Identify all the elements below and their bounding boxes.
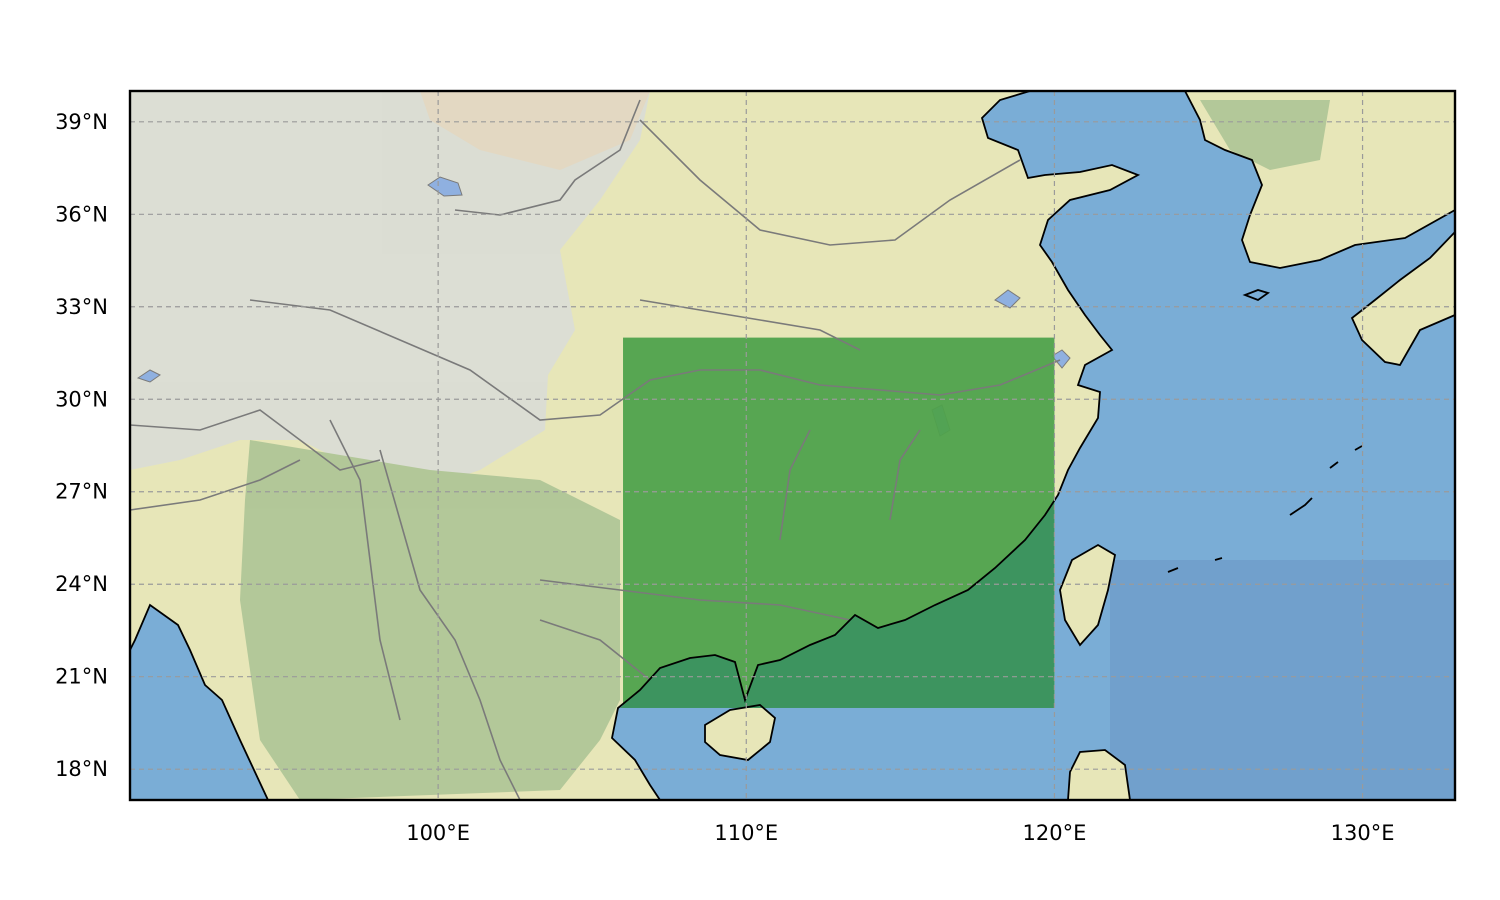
lowland-green: [240, 440, 620, 800]
deep-ocean: [1110, 560, 1455, 800]
lake-taihu: [1051, 349, 1071, 369]
jeju-coastline: [1242, 289, 1271, 302]
y-tick-label: 27°N: [55, 480, 108, 504]
luzon: [1068, 750, 1130, 800]
lake-qinghai: [427, 176, 463, 197]
japan: [1352, 232, 1455, 365]
korea-coastline: [1184, 91, 1455, 269]
y-tick-label: 24°N: [55, 572, 108, 596]
x-tick-label: 100°E: [406, 821, 470, 845]
y-tick-label: 21°N: [55, 665, 108, 689]
y-tick-label: 30°N: [55, 387, 108, 411]
xiang-river: [779, 429, 811, 541]
mekong-river: [379, 449, 521, 800]
lake-hongze: [994, 289, 1021, 309]
lake-tibet: [136, 369, 161, 383]
ryukyu-islands: [1167, 445, 1363, 573]
northeast-green: [1200, 100, 1330, 170]
gan-river: [889, 429, 921, 521]
y-tick-label: 36°N: [55, 202, 108, 226]
mainland-coastline: [130, 91, 1141, 800]
x-tick-label: 110°E: [714, 821, 778, 845]
japan-coastline: [1350, 231, 1455, 367]
y-tick-label: 39°N: [55, 110, 108, 134]
y-tick-label: 18°N: [55, 757, 108, 781]
x-tick-label: 120°E: [1022, 821, 1086, 845]
hainan: [705, 705, 775, 760]
taiwan-coastline: [1059, 543, 1117, 647]
salween-river: [329, 419, 401, 721]
border-line: [130, 409, 651, 681]
hainan-coastline: [704, 704, 776, 761]
taiwan: [1060, 545, 1115, 645]
luzon-coastline: [1067, 749, 1131, 800]
x-tick-label: 130°E: [1331, 821, 1395, 845]
yangtze-river: [249, 299, 1061, 421]
pearl-river: [539, 579, 851, 621]
y-tick-label: 33°N: [55, 295, 108, 319]
map-frame: [128, 89, 1457, 802]
highland-plateau: [130, 91, 650, 490]
highlight-sea: [620, 500, 1054, 708]
desert-region: [420, 91, 650, 170]
ganges-brahmaputra: [130, 459, 301, 511]
